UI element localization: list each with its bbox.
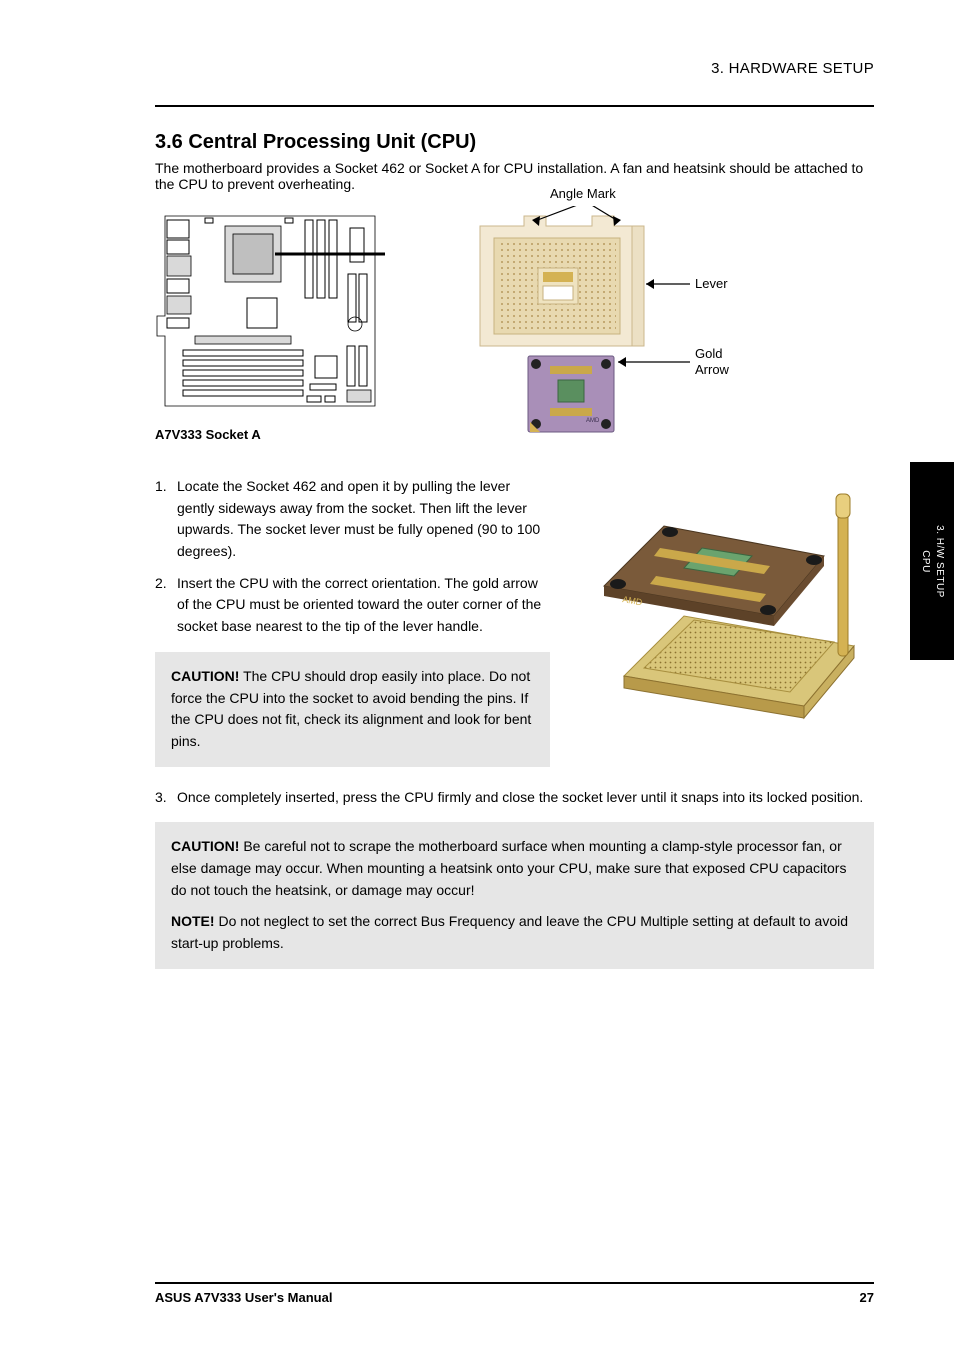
page-footer: ASUS A7V333 User's Manual 27 — [155, 1282, 874, 1305]
step-2-text: Insert the CPU with the correct orientat… — [177, 575, 541, 634]
caution-note-box-2: CAUTION! Be careful not to scrape the mo… — [155, 822, 874, 968]
note3-body: Do not neglect to set the correct Bus Fr… — [171, 913, 848, 951]
socket-svg: AMD — [440, 206, 770, 446]
cpu-install-illustration: AMD — [574, 476, 874, 741]
svg-text:AMD: AMD — [586, 418, 600, 424]
motherboard-svg — [155, 206, 385, 416]
note3-label: NOTE! — [171, 913, 215, 929]
caution-box-1: CAUTION! The CPU should drop easily into… — [155, 652, 550, 767]
caution1-label: CAUTION! — [171, 668, 239, 684]
header-rule — [155, 105, 874, 107]
sidetab-line2: CPU — [919, 525, 933, 598]
section-subtitle: The motherboard provides a Socket 462 or… — [155, 160, 874, 192]
footer-product: ASUS A7V333 User's Manual — [155, 1290, 332, 1305]
sidetab-line1: 3. H/W SETUP — [932, 525, 946, 598]
footer-page: 27 — [860, 1290, 874, 1305]
section-heading: 3.6 Central Processing Unit (CPU) — [155, 131, 874, 154]
step-1-text: Locate the Socket 462 and open it by pul… — [177, 478, 540, 559]
step-3: 3.Once completely inserted, press the CP… — [155, 787, 874, 809]
side-tab: 3. H/W SETUP CPU — [910, 462, 954, 660]
step-1: 1.Locate the Socket 462 and open it by p… — [155, 476, 550, 563]
lever-label: Lever — [695, 276, 728, 292]
page-header-title: 3. HARDWARE SETUP — [155, 60, 874, 77]
caution2-label: CAUTION! — [171, 838, 239, 854]
figure-row: A7V333 Socket A — [155, 206, 874, 446]
step-2: 2.Insert the CPU with the correct orient… — [155, 573, 550, 638]
svg-text:AMD: AMD — [622, 594, 644, 607]
angle-mark-label: Angle Mark — [550, 186, 616, 202]
motherboard-diagram: A7V333 Socket A — [155, 206, 385, 442]
caution2-body: Be careful not to scrape the motherboard… — [171, 838, 846, 897]
motherboard-caption: A7V333 Socket A — [155, 427, 385, 442]
gold-arrow-label: Gold Arrow — [695, 346, 755, 379]
step-3-text: Once completely inserted, press the CPU … — [177, 789, 863, 805]
footer-rule — [155, 1282, 874, 1284]
socket-illustration: AMD Angle Mark Lever Gold Arrow — [440, 206, 770, 446]
